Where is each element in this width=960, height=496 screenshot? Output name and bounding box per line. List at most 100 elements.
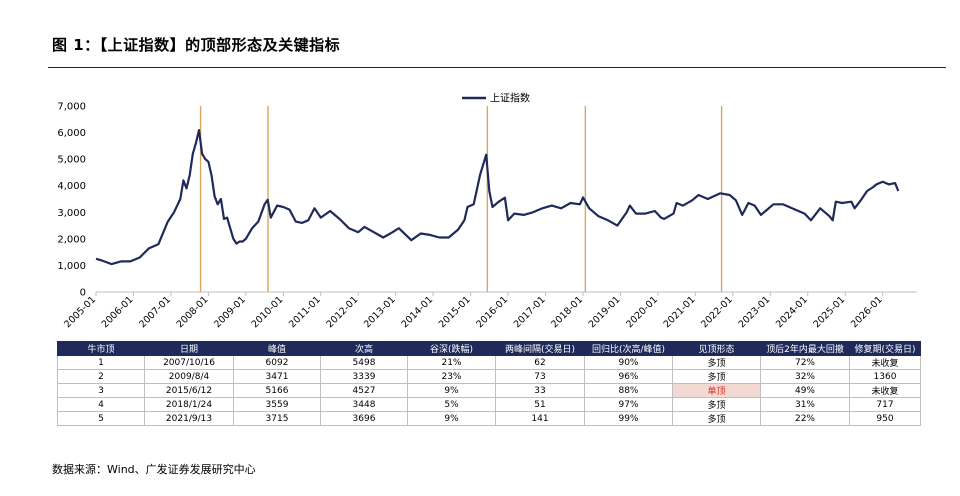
table-cell: 未收复 — [849, 383, 921, 398]
y-tick-label: 2,000 — [57, 234, 86, 245]
table-cell: 3696 — [320, 411, 408, 426]
legend: 上证指数 — [462, 92, 530, 105]
table-cell: 3448 — [320, 397, 408, 412]
table-cell: 2007/10/16 — [144, 355, 234, 370]
y-tick-label: 7,000 — [57, 102, 86, 113]
y-tick-label: 6,000 — [57, 128, 86, 139]
table-cell: 73 — [495, 369, 585, 384]
column-header: 次高 — [320, 341, 408, 356]
x-tick-label: 2018-01 — [549, 294, 585, 330]
table-cell: 3 — [57, 383, 145, 398]
table-cell: 2 — [57, 369, 145, 384]
table-cell: 4 — [57, 397, 145, 412]
x-tick-label: 2012-01 — [324, 294, 360, 330]
column-header: 谷深(跌幅) — [407, 341, 496, 356]
table-cell: 多顶 — [672, 355, 761, 370]
table-cell: 9% — [407, 411, 496, 426]
x-tick-label: 2016-01 — [474, 294, 510, 330]
table-row: 1 2007/10/16 6092 5498 21% 62 90% 多顶 72% 未收复 — [57, 355, 921, 370]
x-tick-label: 2010-01 — [250, 294, 286, 330]
table-row: 5 2021/9/13 3715 3696 9% 141 99% 多顶 22% 950 — [57, 411, 921, 426]
table-cell: 多顶 — [672, 411, 761, 426]
x-tick-label: 2023-01 — [737, 294, 773, 330]
table-cell: 2009/8/4 — [144, 369, 234, 384]
table-cell: 31% — [760, 397, 850, 412]
table-cell: 1 — [57, 355, 145, 370]
table-cell: 5498 — [320, 355, 408, 370]
table-cell: 3339 — [320, 369, 408, 384]
table-row: 3 2015/6/12 5166 4527 9% 33 88% 单顶 49% 未收复 — [57, 383, 921, 398]
table-cell: 21% — [407, 355, 496, 370]
x-tick-label: 2024-01 — [774, 294, 810, 330]
table-cell: 3715 — [233, 411, 321, 426]
y-tick-label: 4,000 — [57, 181, 86, 192]
table-cell: 62 — [495, 355, 585, 370]
column-header: 顶后2年内最大回撤 — [760, 341, 850, 356]
table-body: 1 2007/10/16 6092 5498 21% 62 90% 多顶 72% 未收复 2 2009… — [57, 355, 921, 426]
table-cell: 23% — [407, 369, 496, 384]
table-cell: 717 — [849, 397, 921, 412]
table-cell: 96% — [584, 369, 673, 384]
table-cell: 72% — [760, 355, 850, 370]
column-header: 牛市顶 — [57, 341, 145, 356]
table-row: 4 2018/1/24 3559 3448 5% 51 97% 多顶 31% 717 — [57, 397, 921, 412]
column-header: 修复期(交易日) — [849, 341, 921, 356]
column-header: 两峰间隔(交易日) — [495, 341, 585, 356]
table-cell: 33 — [495, 383, 585, 398]
table-cell: 4527 — [320, 383, 408, 398]
source-note: 数据来源：Wind、广发证券发展研究中心 — [52, 463, 256, 476]
figure-title: 图 1：【上证指数】的顶部形态及关键指标 — [52, 36, 341, 54]
table-cell: 5 — [57, 411, 145, 426]
table-cell: 5166 — [233, 383, 321, 398]
table-cell: 2018/1/24 — [144, 397, 234, 412]
column-header: 见顶形态 — [672, 341, 761, 356]
x-tick-label: 2013-01 — [362, 294, 398, 330]
table-cell: 141 — [495, 411, 585, 426]
table-cell: 多顶 — [672, 369, 761, 384]
x-tick-label: 2011-01 — [287, 294, 323, 330]
table-header-row: 牛市顶 日期 峰值 次高 谷深(跌幅) 两峰间隔(交易日) 回归比(次高/峰值) 见顶形态 顶后… — [57, 341, 921, 356]
table-cell: 3471 — [233, 369, 321, 384]
x-tick-label: 2007-01 — [137, 294, 173, 330]
series-line-shanghai-index — [95, 129, 900, 266]
x-tick-label: 2019-01 — [587, 294, 623, 330]
x-tick-label: 2017-01 — [512, 294, 548, 330]
table-cell: 6092 — [233, 355, 321, 370]
y-tick-label: 3,000 — [57, 208, 86, 219]
column-header: 峰值 — [233, 341, 321, 356]
x-tick-label: 2025-01 — [811, 294, 847, 330]
legend-label: 上证指数 — [490, 92, 530, 105]
top-metrics-table: 牛市顶 日期 峰值 次高 谷深(跌幅) 两峰间隔(交易日) 回归比(次高/峰值) 见顶形态 顶后… — [57, 341, 921, 426]
table-cell: 5% — [407, 397, 496, 412]
table-cell: 49% — [760, 383, 850, 398]
x-tick-label: 2015-01 — [437, 294, 473, 330]
column-header: 回归比(次高/峰值) — [584, 341, 673, 356]
x-tick-label: 2008-01 — [175, 294, 211, 330]
title-divider — [48, 67, 946, 68]
top-markers — [199, 106, 723, 292]
x-tick-label: 2014-01 — [399, 294, 435, 330]
y-tick-label: 1,000 — [57, 261, 86, 272]
table-cell: 单顶 — [672, 383, 761, 398]
table-cell: 未收复 — [849, 355, 921, 370]
table-cell: 32% — [760, 369, 850, 384]
table-cell: 22% — [760, 411, 850, 426]
x-tick-label: 2026-01 — [849, 294, 885, 330]
table-row: 2 2009/8/4 3471 3339 23% 73 96% 多顶 32% 1360 — [57, 369, 921, 384]
table-cell: 2021/9/13 — [144, 411, 234, 426]
table-cell: 88% — [584, 383, 673, 398]
x-tick-label: 2006-01 — [100, 294, 136, 330]
table-cell: 51 — [495, 397, 585, 412]
table-cell: 90% — [584, 355, 673, 370]
table-cell: 9% — [407, 383, 496, 398]
y-tick-label: 0 — [80, 288, 86, 299]
table-cell: 多顶 — [672, 397, 761, 412]
x-tick-label: 2005-01 — [62, 294, 98, 330]
y-tick-label: 5,000 — [57, 155, 86, 166]
table-cell: 1360 — [849, 369, 921, 384]
table-cell: 97% — [584, 397, 673, 412]
table-cell: 950 — [849, 411, 921, 426]
table-cell: 3559 — [233, 397, 321, 412]
column-header: 日期 — [144, 341, 234, 356]
table-cell: 2015/6/12 — [144, 383, 234, 398]
